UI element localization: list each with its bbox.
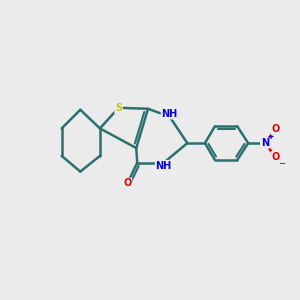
Text: −: − — [279, 159, 286, 168]
Text: S: S — [115, 103, 122, 113]
Text: N: N — [261, 138, 269, 148]
Text: +: + — [268, 132, 274, 141]
Text: O: O — [123, 178, 132, 188]
Text: NH: NH — [161, 109, 178, 119]
Text: O: O — [272, 124, 280, 134]
Text: O: O — [272, 152, 280, 162]
Text: NH: NH — [156, 161, 172, 171]
